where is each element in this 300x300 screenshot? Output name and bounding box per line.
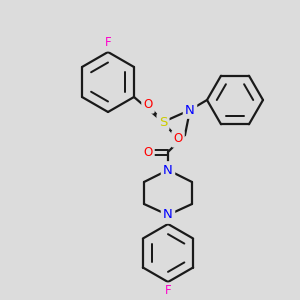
Text: F: F [105,37,111,50]
Text: O: O [143,98,153,112]
Text: F: F [165,284,171,298]
Text: N: N [163,208,173,221]
Text: O: O [173,133,183,146]
Text: O: O [143,146,153,158]
Text: N: N [185,103,195,116]
Text: S: S [159,116,167,128]
Text: N: N [163,164,173,176]
